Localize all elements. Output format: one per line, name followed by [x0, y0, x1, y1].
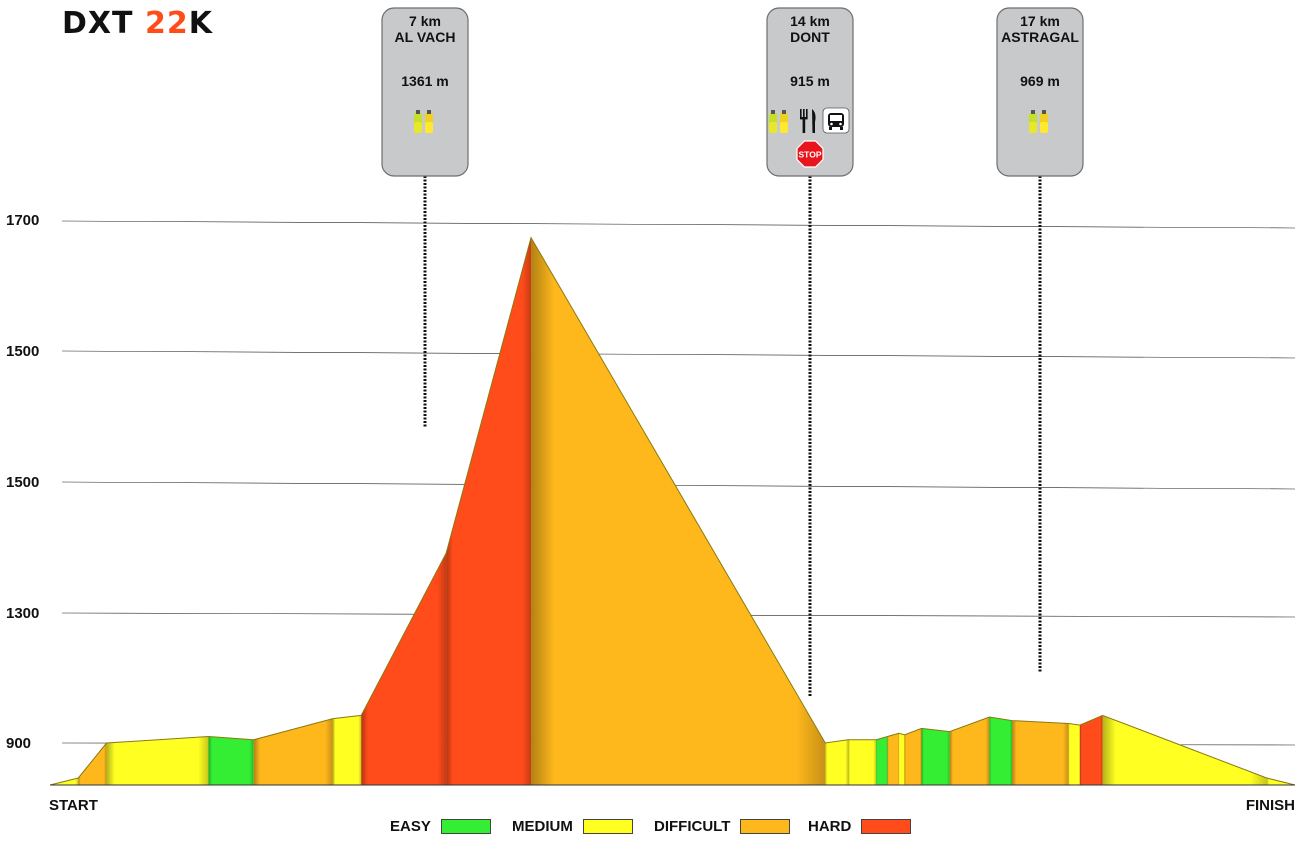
profile-segment-shade [847, 739, 877, 785]
checkpoint-lines [423, 176, 1042, 697]
profile-segment-shade [876, 736, 888, 785]
legend-item-difficult: DIFFICULT [654, 818, 791, 835]
checkpoint-km: 17 km [1020, 13, 1060, 29]
ridge-line [49, 236, 1296, 786]
elevation-profile [50, 237, 1295, 785]
y-axis-ticks: 900 1300 1500 1500 1700 [6, 212, 39, 752]
checkpoint-name: ASTRAGAL [1001, 29, 1079, 45]
checkpoint-card [766, 7, 854, 177]
title-suffix: K [188, 6, 213, 41]
checkpoint-name: DONT [790, 29, 830, 45]
profile-segment-shade [531, 237, 826, 785]
legend-item-hard: HARD [808, 818, 912, 835]
legend-item-easy: EASY [390, 818, 491, 835]
checkpoint-dont[interactable]: 14 km DONT 915 m STOP [766, 7, 854, 177]
title-accent: 22 [144, 6, 189, 41]
profile-segment-shade [1068, 723, 1080, 785]
svg-text:STOP: STOP [799, 150, 822, 160]
checkpoint-card [381, 7, 469, 177]
profile-segment-shade [1079, 715, 1103, 785]
profile-segment-shade [78, 743, 107, 785]
legend-swatch-easy [440, 819, 491, 834]
checkpoint-al-vach[interactable]: 7 km AL VACH 1361 m [381, 7, 469, 177]
x-finish-label: FINISH [1246, 797, 1295, 814]
profile-segment-shade [361, 553, 447, 785]
checkpoint-altitude: 969 m [1020, 73, 1060, 89]
profile-segment-shade [921, 728, 950, 785]
checkpoint-km: 14 km [790, 13, 830, 29]
y-tick-label: 1500 [6, 343, 39, 360]
stop-sign-icon: STOP [796, 140, 824, 168]
checkpoint-altitude: 1361 m [401, 73, 448, 89]
profile-segment-shade [332, 715, 362, 785]
profile-segment-shade [446, 237, 532, 785]
profile-segment-shade [825, 739, 848, 785]
profile-segment-shade [904, 728, 922, 785]
legend-label: MEDIUM [512, 818, 573, 835]
fork-knife-icon [800, 109, 816, 133]
profile-segment-shade [208, 736, 254, 785]
x-start-label: START [49, 797, 98, 814]
profile-segment-shade [887, 733, 899, 785]
grid-line [61, 220, 1296, 229]
legend: EASY MEDIUM DIFFICULT HARD [0, 818, 1300, 842]
checkpoint-card [996, 7, 1084, 177]
y-tick-label: 1700 [6, 212, 39, 229]
legend-swatch-hard [861, 819, 912, 834]
legend-swatch-difficult [740, 819, 791, 834]
water-bottles-icon [769, 110, 788, 133]
legend-swatch-medium [582, 819, 633, 834]
profile-segment-shade [898, 733, 905, 785]
y-tick-label: 900 [6, 735, 31, 752]
profile-segment-shade [949, 717, 990, 785]
grid-line [61, 481, 1296, 490]
bus-icon [822, 107, 850, 134]
profile-segment-shade [253, 718, 333, 785]
y-tick-label: 1500 [6, 474, 39, 491]
water-bottles-icon [414, 110, 433, 133]
chart-title: DXT 22K [62, 6, 213, 41]
legend-label: HARD [808, 818, 852, 835]
y-tick-label: 1300 [6, 605, 39, 622]
profile-segment-shade [1012, 720, 1069, 785]
profile-segment-shade [106, 736, 209, 785]
water-bottles-icon [1029, 110, 1048, 133]
checkpoint-altitude: 915 m [790, 73, 830, 89]
legend-item-medium: MEDIUM [512, 818, 633, 835]
checkpoint-astragal[interactable]: 17 km ASTRAGAL 969 m [996, 7, 1084, 177]
legend-label: DIFFICULT [654, 818, 731, 835]
checkpoint-name: AL VACH [395, 29, 456, 45]
title-text: DXT [62, 6, 145, 41]
checkpoint-km: 7 km [409, 13, 441, 29]
grid-line [61, 350, 1296, 359]
profile-ridge-line [49, 236, 1296, 786]
legend-label: EASY [390, 818, 431, 835]
profile-segment-shade [1102, 715, 1267, 785]
profile-segment-shade [989, 717, 1013, 785]
